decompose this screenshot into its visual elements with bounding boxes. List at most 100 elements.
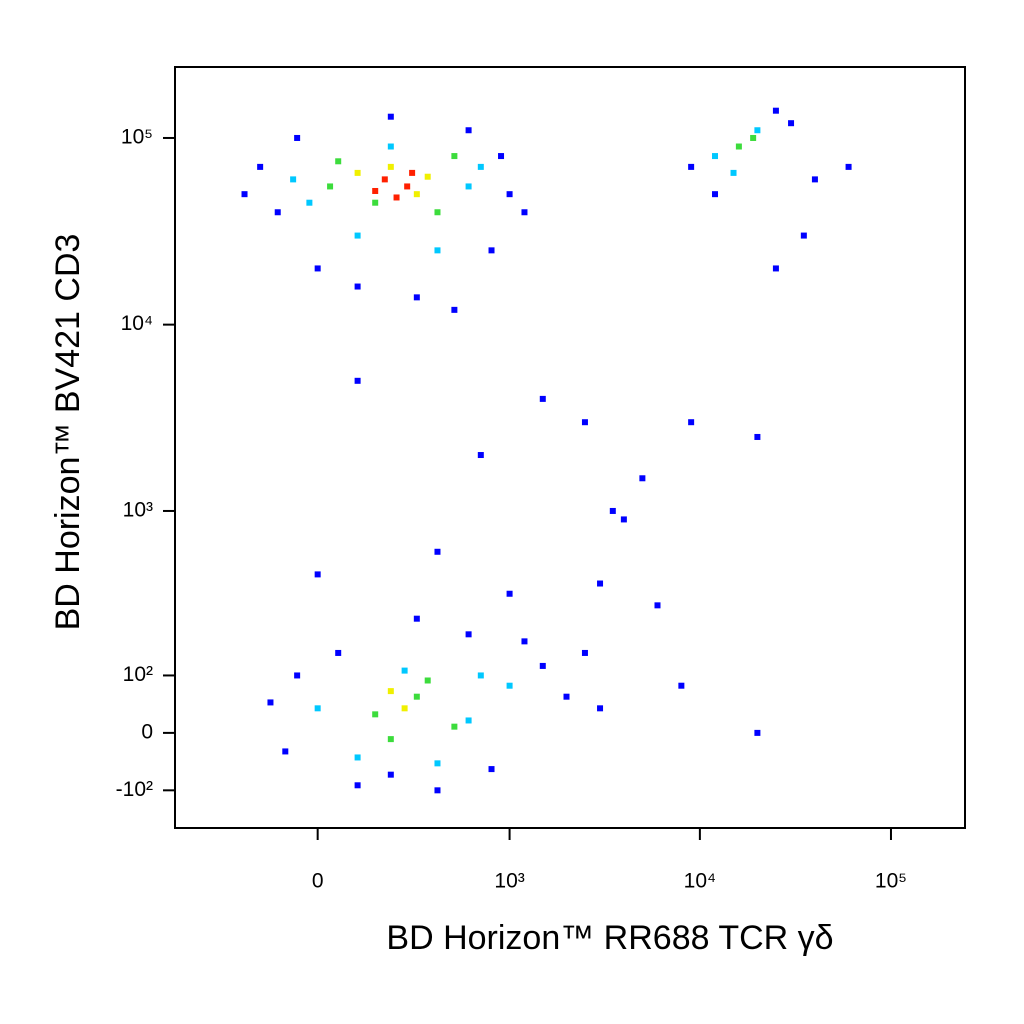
x-tick-label: 0 [312,870,324,893]
data-point [811,176,818,183]
data-point [488,766,495,773]
data-point [401,705,408,712]
data-point [413,191,420,198]
data-point [387,113,394,120]
data-point [477,452,484,459]
data-point [294,134,301,141]
data-point [735,143,742,150]
data-point [387,143,394,150]
data-point [465,127,472,134]
data-point [488,247,495,254]
data-point [354,754,361,761]
data-point [372,199,379,206]
y-tick-label: 0 [141,720,153,743]
data-point [372,711,379,718]
data-point [498,153,505,160]
data-point [800,232,807,239]
data-point [387,688,394,695]
data-point [393,194,400,201]
data-point [401,667,408,674]
y-axis-label: BD Horizon™ BV421 CD3 [49,234,87,631]
data-point [465,631,472,638]
data-point [354,782,361,789]
data-point [581,649,588,656]
data-point [788,120,795,127]
data-point [424,677,431,684]
data-point [381,176,388,183]
data-point [409,169,416,176]
data-point [424,173,431,180]
y-tick-label: 10² [123,663,153,686]
data-point [506,590,513,597]
y-tick-label: -10² [116,778,153,801]
data-point [451,153,458,160]
y-tick-label: 10³ [123,499,153,522]
data-point [581,419,588,426]
data-point [413,693,420,700]
x-axis-label: BD Horizon™ RR688 TCR γδ [386,919,833,957]
data-point [477,163,484,170]
data-point [387,771,394,778]
data-point [413,294,420,301]
data-point [335,158,342,165]
data-point [354,377,361,384]
data-point [354,169,361,176]
data-point [404,183,411,190]
data-point [477,672,484,679]
data-point [451,723,458,730]
data-point [241,191,248,198]
data-point [754,127,761,134]
data-point [639,475,646,482]
data-point [387,736,394,743]
data-point [387,163,394,170]
y-tick-label: 10⁴ [121,312,153,335]
data-point [563,693,570,700]
data-point [451,306,458,313]
data-point [678,682,685,689]
data-point [521,638,528,645]
x-tick-label: 10³ [494,870,524,893]
data-point [539,395,546,402]
data-point [506,191,513,198]
data-point [434,787,441,794]
data-point [620,516,627,523]
x-tick-label: 10⁵ [875,870,907,893]
data-point [306,199,313,206]
data-point [354,283,361,290]
data-point [597,705,604,712]
data-point [413,615,420,622]
data-point [688,163,695,170]
data-point [465,183,472,190]
data-point [294,672,301,679]
data-point [506,682,513,689]
data-point [314,265,321,272]
data-point [772,265,779,272]
data-point [772,107,779,114]
data-point [327,183,334,190]
data-point [597,580,604,587]
data-point [754,729,761,736]
plot-frame [174,66,966,829]
data-point [539,662,546,669]
data-point [257,163,264,170]
data-point [754,433,761,440]
data-point [434,548,441,555]
data-point [712,153,719,160]
data-point [267,699,274,706]
data-point [290,176,297,183]
data-point [712,191,719,198]
data-point [434,209,441,216]
data-point [845,163,852,170]
data-point [314,705,321,712]
data-point [750,134,757,141]
data-point [335,649,342,656]
data-point [688,419,695,426]
data-point [730,169,737,176]
data-point [609,507,616,514]
data-point [434,760,441,767]
data-point [465,717,472,724]
x-tick-label: 10⁴ [684,870,716,893]
data-point [354,232,361,239]
data-point [434,247,441,254]
